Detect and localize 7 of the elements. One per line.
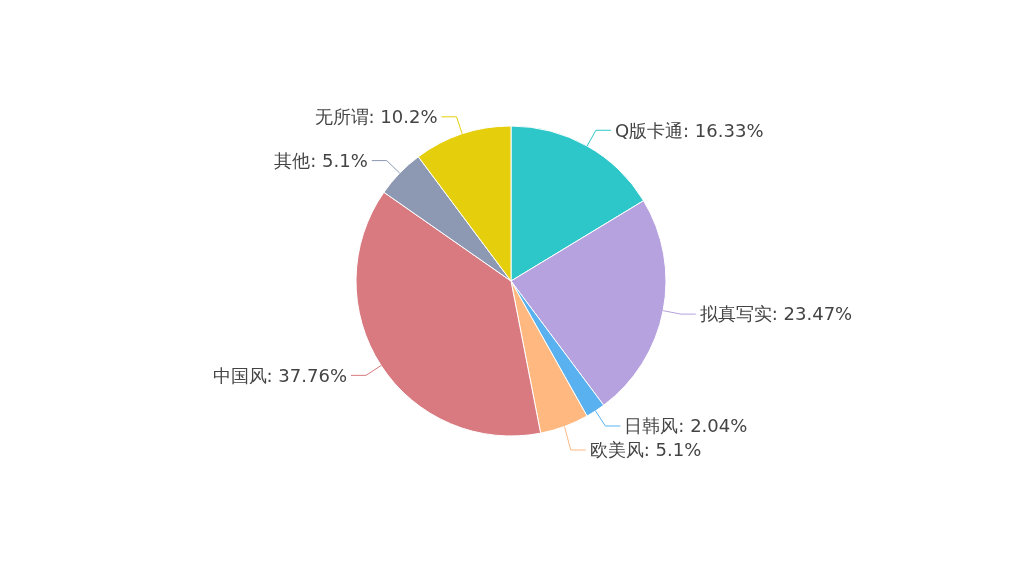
- slice-label: 中国风: 37.76%: [212, 364, 347, 386]
- slice-label: Q版卡通: 16.33%: [614, 119, 764, 141]
- slice-label: 其他: 5.1%: [274, 149, 368, 171]
- slice-label: 拟真写实: 23.47%: [699, 303, 853, 325]
- slice-label: 欧美风: 5.1%: [589, 439, 702, 461]
- slice-label: 日韩风: 2.04%: [624, 415, 748, 437]
- slice-label: 无所谓: 10.2%: [314, 106, 438, 128]
